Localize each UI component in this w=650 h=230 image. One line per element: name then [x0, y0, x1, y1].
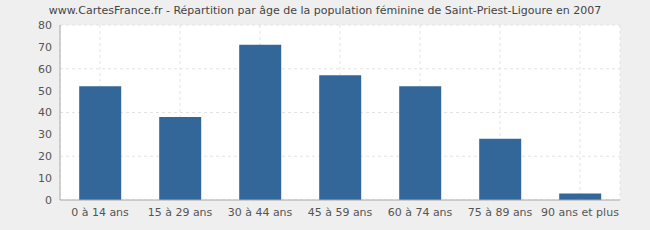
svg-text:75 à 89 ans: 75 à 89 ans [468, 206, 533, 219]
svg-text:20: 20 [38, 150, 52, 163]
svg-text:45 à 59 ans: 45 à 59 ans [308, 206, 373, 219]
svg-text:70: 70 [38, 41, 52, 54]
svg-text:60: 60 [38, 63, 52, 76]
svg-text:15 à 29 ans: 15 à 29 ans [148, 206, 213, 219]
svg-text:10: 10 [38, 172, 52, 185]
svg-text:50: 50 [38, 85, 52, 98]
svg-text:60 à 74 ans: 60 à 74 ans [388, 206, 453, 219]
svg-text:90 ans et plus: 90 ans et plus [541, 206, 619, 219]
html-text:www.CartesFrance.fr - Répartit: www.CartesFrance.fr - Répartition par âg… [48, 4, 602, 17]
svg-text:0: 0 [45, 194, 52, 207]
svg-text:30 à 44 ans: 30 à 44 ans [228, 206, 293, 219]
svg-text:40: 40 [38, 106, 52, 119]
svg-text:30: 30 [38, 128, 52, 141]
svg-text:0 à 14 ans: 0 à 14 ans [71, 206, 129, 219]
svg-text:80: 80 [38, 19, 52, 32]
